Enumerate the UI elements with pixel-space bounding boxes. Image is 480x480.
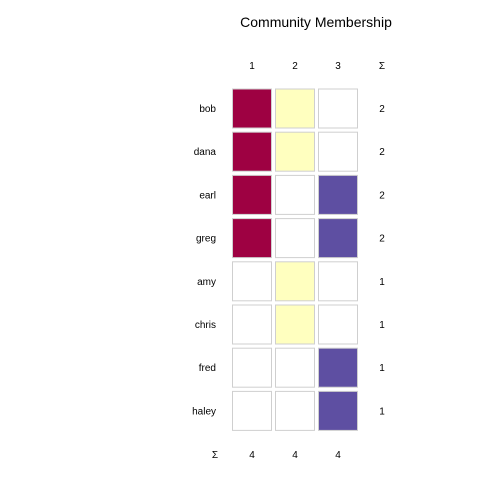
column-headers: 1 2 3 Σ [249, 61, 385, 72]
row-totals: 2 2 2 2 1 1 1 1 [379, 104, 385, 417]
cell-amy-community-3 [319, 262, 358, 301]
cell-chris-community-1 [233, 305, 272, 344]
cell-earl-community-3 [319, 175, 358, 214]
row-total-dana: 2 [379, 147, 385, 158]
cell-bob-community-3 [319, 89, 358, 128]
cell-bob-community-1 [233, 89, 272, 128]
column-header-1: 1 [249, 61, 255, 72]
row-total-header: Σ [379, 61, 385, 72]
cell-earl-community-2 [276, 175, 315, 214]
row-label-earl: earl [199, 190, 216, 201]
row-total-amy: 1 [379, 277, 385, 288]
cell-fred-community-3 [319, 348, 358, 387]
cell-amy-community-2 [276, 262, 315, 301]
row-label-amy: amy [197, 277, 216, 288]
cell-haley-community-3 [319, 391, 358, 430]
row-total-bob: 2 [379, 104, 385, 115]
column-total-2: 4 [292, 450, 298, 461]
row-label-haley: haley [192, 406, 216, 417]
cell-bob-community-2 [276, 89, 315, 128]
row-total-earl: 2 [379, 190, 385, 201]
row-label-dana: dana [194, 147, 217, 158]
row-total-chris: 1 [379, 320, 385, 331]
column-totals: Σ 4 4 4 [212, 450, 341, 461]
row-label-greg: greg [196, 234, 216, 245]
cell-dana-community-1 [233, 132, 272, 171]
column-total-1: 4 [249, 450, 255, 461]
row-total-fred: 1 [379, 363, 385, 374]
row-total-greg: 2 [379, 234, 385, 245]
cell-earl-community-1 [233, 175, 272, 214]
cell-chris-community-2 [276, 305, 315, 344]
cell-dana-community-2 [276, 132, 315, 171]
row-label-fred: fred [199, 363, 216, 374]
cell-greg-community-3 [319, 219, 358, 258]
column-total-3: 4 [335, 450, 341, 461]
row-label-bob: bob [199, 104, 216, 115]
column-total-label: Σ [212, 450, 218, 461]
column-header-3: 3 [335, 61, 341, 72]
cell-dana-community-3 [319, 132, 358, 171]
row-label-chris: chris [195, 320, 216, 331]
cell-amy-community-1 [233, 262, 272, 301]
cell-greg-community-1 [233, 219, 272, 258]
cell-fred-community-1 [233, 348, 272, 387]
row-labels: bob dana earl greg amy chris fred haley [192, 104, 216, 417]
chart-title: Community Membership [240, 14, 392, 30]
cell-haley-community-1 [233, 391, 272, 430]
cell-chris-community-3 [319, 305, 358, 344]
cell-greg-community-2 [276, 219, 315, 258]
cell-fred-community-2 [276, 348, 315, 387]
membership-cells [233, 89, 358, 430]
row-total-haley: 1 [379, 406, 385, 417]
column-header-2: 2 [292, 61, 298, 72]
cell-haley-community-2 [276, 391, 315, 430]
